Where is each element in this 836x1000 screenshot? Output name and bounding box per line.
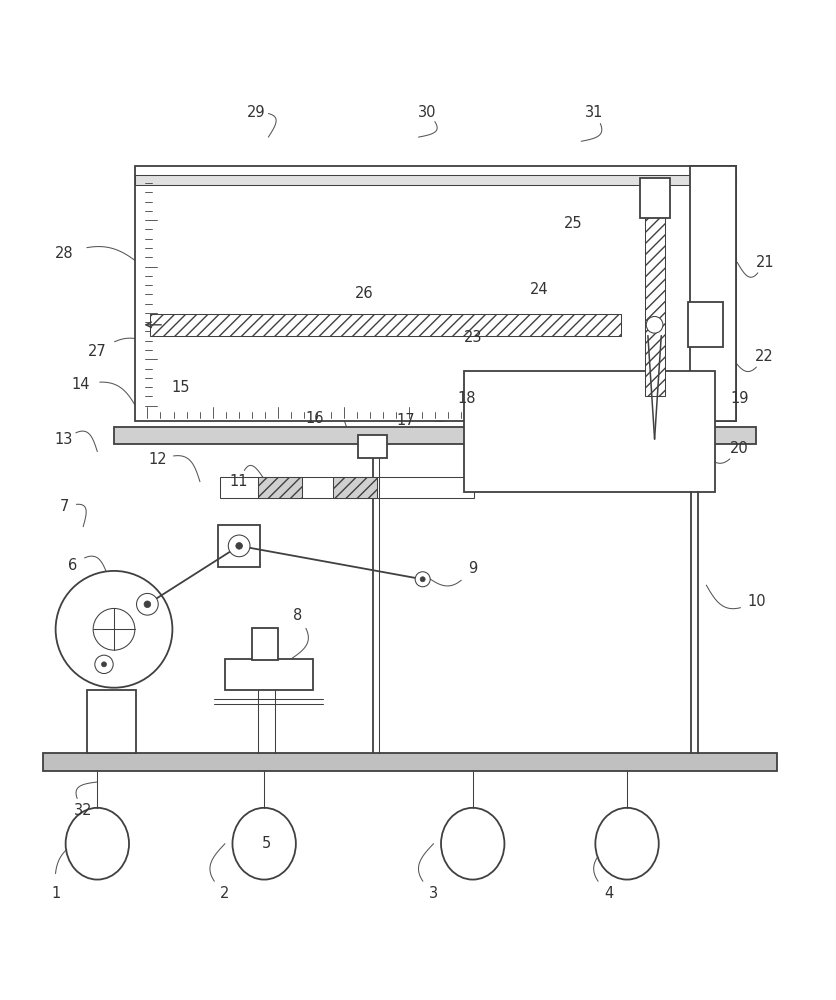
Text: 15: 15: [171, 380, 190, 395]
Text: 28: 28: [54, 246, 74, 261]
Text: 12: 12: [149, 452, 167, 467]
Text: 19: 19: [730, 391, 748, 406]
Text: 17: 17: [396, 413, 415, 428]
Text: 25: 25: [563, 216, 582, 231]
Text: 21: 21: [754, 255, 773, 270]
Bar: [644, 212, 664, 396]
Circle shape: [415, 572, 430, 587]
Bar: [135, 175, 735, 185]
Text: 14: 14: [71, 377, 89, 392]
Text: 23: 23: [463, 330, 482, 345]
Ellipse shape: [65, 808, 129, 880]
Text: 26: 26: [354, 286, 373, 301]
Bar: [252, 628, 278, 660]
Text: 32: 32: [74, 803, 92, 818]
Bar: [357, 435, 386, 458]
Ellipse shape: [594, 808, 658, 880]
Text: 20: 20: [730, 441, 748, 456]
Text: 10: 10: [747, 594, 765, 609]
Circle shape: [55, 571, 172, 688]
Bar: [640, 178, 669, 218]
Bar: [464, 371, 714, 492]
Bar: [333, 477, 376, 498]
Text: 13: 13: [54, 432, 73, 447]
Circle shape: [136, 593, 158, 615]
Bar: [687, 302, 722, 347]
Bar: [150, 314, 620, 336]
Ellipse shape: [441, 808, 504, 880]
Circle shape: [645, 316, 662, 333]
Text: 9: 9: [467, 561, 477, 576]
Text: 16: 16: [304, 411, 323, 426]
Bar: [135, 166, 735, 421]
Circle shape: [420, 577, 425, 582]
Bar: [87, 690, 135, 753]
Bar: [225, 659, 312, 690]
Bar: [218, 525, 260, 567]
Text: 24: 24: [529, 282, 548, 297]
Text: 3: 3: [428, 886, 437, 901]
Text: 7: 7: [59, 499, 69, 514]
Text: 8: 8: [293, 608, 302, 623]
Ellipse shape: [232, 808, 295, 880]
Text: 1: 1: [51, 886, 60, 901]
Text: 2: 2: [220, 886, 229, 901]
Text: 5: 5: [262, 836, 271, 851]
Text: 6: 6: [68, 558, 77, 573]
Text: 18: 18: [457, 391, 476, 406]
Text: 11: 11: [230, 474, 248, 489]
Text: 29: 29: [247, 105, 265, 120]
Circle shape: [236, 543, 242, 549]
Circle shape: [94, 655, 113, 674]
Circle shape: [144, 601, 150, 608]
Bar: [220, 477, 474, 498]
Text: 27: 27: [88, 344, 106, 359]
Text: 22: 22: [754, 349, 773, 364]
Bar: [114, 427, 756, 444]
Circle shape: [93, 608, 135, 650]
Text: 4: 4: [604, 886, 613, 901]
Text: 30: 30: [417, 105, 436, 120]
Text: 31: 31: [584, 105, 602, 120]
Bar: [43, 753, 777, 771]
Bar: [689, 166, 735, 421]
Circle shape: [101, 662, 106, 667]
Circle shape: [228, 535, 250, 557]
Bar: [258, 477, 301, 498]
